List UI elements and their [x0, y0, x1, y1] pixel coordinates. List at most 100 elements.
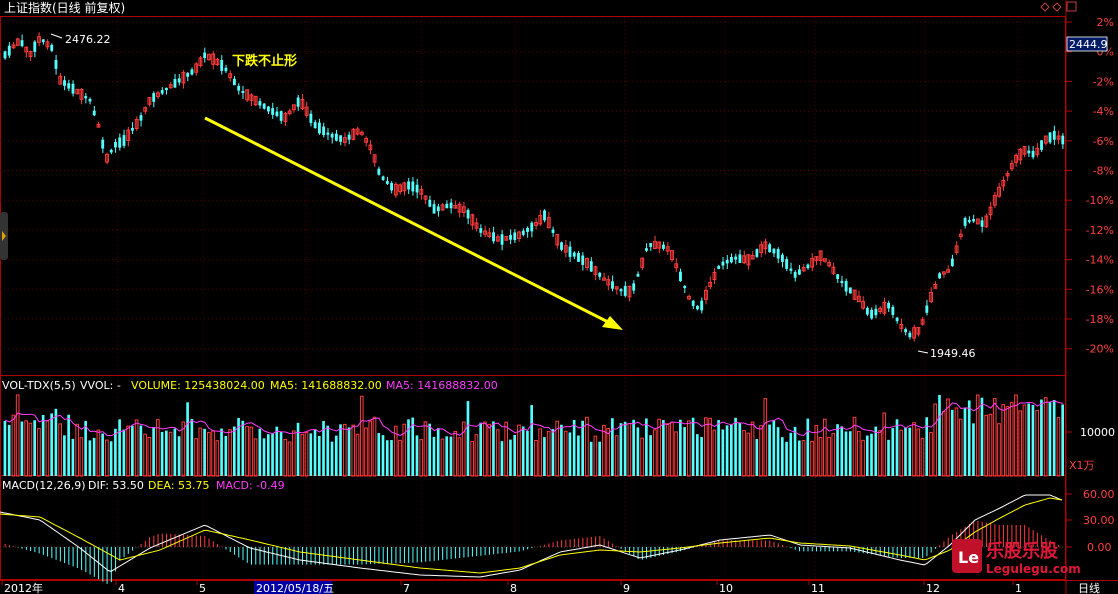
candle-body[interactable] — [300, 99, 305, 110]
candle-body[interactable] — [63, 80, 66, 86]
candle-body[interactable] — [428, 199, 432, 207]
candle-body[interactable] — [746, 254, 751, 266]
candle-body[interactable] — [954, 245, 959, 253]
candle-body[interactable] — [980, 220, 984, 227]
candle-body[interactable] — [611, 281, 614, 289]
candle-body[interactable] — [326, 132, 330, 135]
candle-body[interactable] — [958, 233, 963, 238]
candle-body[interactable] — [776, 249, 780, 259]
candle-body[interactable] — [96, 123, 101, 128]
candle-body[interactable] — [291, 104, 296, 111]
candle-body[interactable] — [619, 289, 623, 292]
candle-body[interactable] — [585, 258, 589, 269]
candle-body[interactable] — [822, 258, 827, 262]
candle-body[interactable] — [882, 301, 887, 314]
candle-body[interactable] — [1052, 130, 1056, 140]
candle-body[interactable] — [640, 257, 645, 268]
candle-body[interactable] — [419, 189, 424, 195]
candle-body[interactable] — [190, 69, 194, 75]
candle-body[interactable] — [445, 203, 449, 209]
candle-body[interactable] — [126, 129, 131, 141]
candle-body[interactable] — [785, 259, 789, 269]
candle-body[interactable] — [483, 230, 487, 235]
candle-body[interactable] — [1048, 132, 1052, 143]
candle-body[interactable] — [402, 182, 407, 192]
candle-body[interactable] — [71, 83, 75, 94]
candle-body[interactable] — [509, 235, 512, 240]
candle-body[interactable] — [997, 186, 1001, 197]
candle-body[interactable] — [194, 63, 199, 73]
candle-body[interactable] — [186, 72, 190, 77]
candle-body[interactable] — [449, 202, 453, 209]
candle-body[interactable] — [262, 103, 266, 109]
candle-body[interactable] — [84, 96, 88, 99]
candle-body[interactable] — [33, 41, 37, 52]
candle-body[interactable] — [479, 228, 483, 233]
candle-body[interactable] — [504, 236, 509, 241]
candle-body[interactable] — [131, 127, 134, 131]
candle-body[interactable] — [487, 232, 492, 238]
candle-body[interactable] — [109, 149, 113, 153]
candle-body[interactable] — [134, 118, 139, 130]
candle-body[interactable] — [679, 271, 682, 282]
candle-body[interactable] — [683, 285, 687, 289]
candle-body[interactable] — [228, 73, 233, 79]
candle-body[interactable] — [738, 254, 742, 263]
candle-body[interactable] — [925, 305, 929, 313]
candle-body[interactable] — [623, 285, 627, 296]
candle-body[interactable] — [207, 53, 211, 61]
candle-body[interactable] — [831, 266, 836, 274]
candle-body[interactable] — [768, 244, 772, 253]
candle-body[interactable] — [551, 229, 555, 233]
candle-body[interactable] — [967, 220, 971, 223]
candle-body[interactable] — [152, 93, 156, 102]
candle-body[interactable] — [904, 329, 908, 333]
candle-body[interactable] — [581, 255, 585, 265]
candle-body[interactable] — [725, 259, 729, 264]
candle-body[interactable] — [232, 78, 236, 86]
candle-body[interactable] — [24, 46, 29, 53]
candle-body[interactable] — [836, 274, 840, 279]
candle-body[interactable] — [840, 280, 844, 284]
candle-body[interactable] — [1014, 154, 1018, 163]
candle-body[interactable] — [466, 209, 470, 219]
candle-body[interactable] — [88, 99, 92, 102]
candle-body[interactable] — [598, 272, 602, 277]
candle-body[interactable] — [1009, 163, 1014, 170]
candle-body[interactable] — [1005, 172, 1010, 177]
candle-body[interactable] — [687, 295, 691, 300]
candle-body[interactable] — [1056, 135, 1061, 140]
candle-body[interactable] — [975, 218, 980, 225]
candle-body[interactable] — [203, 52, 207, 59]
candle-body[interactable] — [457, 203, 462, 213]
candle-body[interactable] — [390, 183, 394, 191]
candle-body[interactable] — [891, 306, 895, 315]
candle-body[interactable] — [572, 252, 576, 257]
candle-body[interactable] — [92, 110, 96, 116]
candle-body[interactable] — [50, 44, 54, 51]
candle-body[interactable] — [215, 58, 220, 66]
candle-body[interactable] — [407, 181, 411, 190]
candle-body[interactable] — [700, 300, 704, 311]
candle-body[interactable] — [156, 92, 160, 97]
candle-body[interactable] — [1043, 135, 1048, 144]
candle-body[interactable] — [797, 269, 801, 275]
candle-body[interactable] — [546, 217, 551, 229]
candle-body[interactable] — [122, 135, 126, 146]
candle-body[interactable] — [810, 257, 815, 268]
candle-body[interactable] — [139, 115, 143, 121]
candle-body[interactable] — [283, 112, 288, 123]
candle-body[interactable] — [495, 236, 500, 242]
candle-body[interactable] — [929, 292, 934, 303]
candle-body[interactable] — [393, 183, 398, 196]
left-panel-toggle[interactable] — [0, 212, 8, 260]
candle-body[interactable] — [165, 87, 168, 91]
candle-body[interactable] — [887, 302, 891, 309]
candle-body[interactable] — [534, 221, 538, 226]
candle-body[interactable] — [220, 60, 224, 71]
candle-body[interactable] — [168, 84, 173, 89]
candle-body[interactable] — [874, 308, 878, 316]
candle-body[interactable] — [347, 134, 351, 140]
candle-body[interactable] — [645, 248, 648, 251]
candle-body[interactable] — [266, 106, 270, 112]
